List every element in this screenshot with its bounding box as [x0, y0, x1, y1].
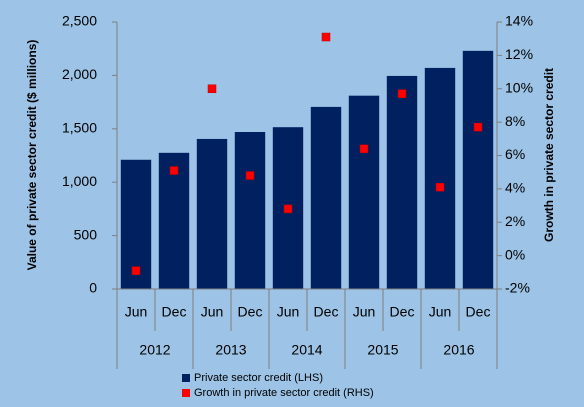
y2-tick-label: 4%	[505, 180, 525, 196]
legend-swatch	[182, 374, 190, 382]
legend-swatch	[182, 389, 190, 397]
y-tick-label: 1,000	[62, 173, 97, 189]
group-label: 2014	[291, 342, 322, 358]
y2-tick-label: 12%	[505, 46, 533, 62]
legend-label: Growth in private sector credit (RHS)	[194, 387, 374, 399]
y2-tick-label: 14%	[505, 13, 533, 29]
x-tick-label: Jun	[277, 304, 300, 320]
point	[397, 89, 407, 99]
group-label: 2015	[367, 342, 398, 358]
x-tick-label: Dec	[162, 304, 187, 320]
point	[245, 171, 255, 180]
x-tick-label: Dec	[466, 304, 491, 320]
y2-tick-label: 2%	[505, 213, 525, 229]
point	[321, 32, 331, 42]
y2-tick-label: 8%	[505, 113, 525, 129]
point	[283, 204, 293, 214]
y2-tick-label: 10%	[505, 79, 533, 95]
point	[131, 266, 141, 275]
bar	[234, 132, 266, 289]
x-tick-label: Jun	[429, 304, 452, 320]
point	[207, 84, 217, 93]
y-tick-label: 500	[74, 226, 98, 242]
point	[169, 166, 179, 175]
point	[435, 182, 445, 192]
group-label: 2016	[443, 342, 474, 358]
point	[359, 144, 369, 154]
y-tick-label: 2,500	[62, 13, 97, 29]
x-tick-label: Jun	[125, 304, 148, 320]
y-tick-label: 2,000	[62, 66, 97, 82]
x-tick-label: Jun	[353, 304, 376, 320]
y-tick-label: 1,500	[62, 120, 97, 136]
x-tick-label: Jun	[201, 304, 224, 320]
y-axis-title: Value of private sector credit ($ millio…	[25, 40, 39, 271]
x-tick-label: Dec	[390, 304, 415, 320]
y2-tick-label: 6%	[505, 146, 525, 162]
bar	[158, 152, 190, 289]
y2-tick-label: 0%	[505, 246, 525, 262]
y2-tick-label: -2%	[505, 280, 530, 296]
bar	[424, 67, 456, 289]
point	[473, 122, 483, 132]
bar	[386, 75, 418, 290]
bar	[462, 50, 494, 289]
x-tick-label: Dec	[238, 304, 263, 320]
x-tick-label: Dec	[314, 304, 339, 320]
bar	[348, 95, 380, 289]
legend-label: Private sector credit (LHS)	[194, 372, 323, 384]
bar	[196, 138, 228, 289]
y-tick-label: 0	[89, 280, 97, 296]
group-label: 2013	[215, 342, 246, 358]
bar	[310, 106, 342, 289]
y2-axis-title: Growth in private sector credit	[542, 68, 556, 242]
group-label: 2012	[139, 342, 170, 358]
